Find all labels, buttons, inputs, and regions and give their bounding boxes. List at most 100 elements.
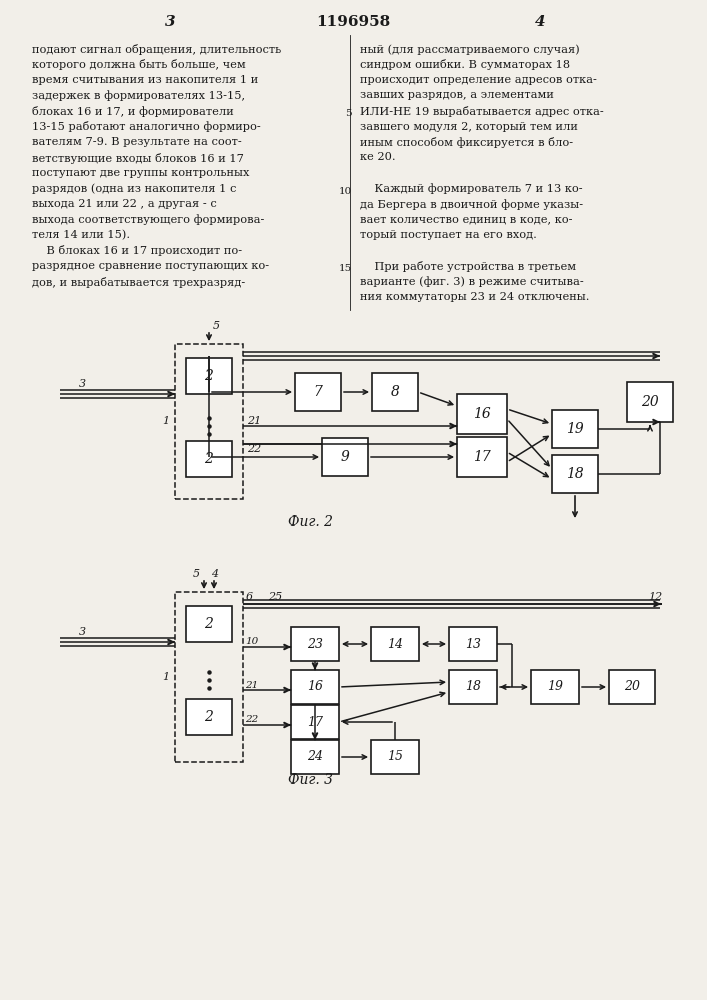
Text: ке 20.: ке 20. (360, 152, 396, 162)
Text: выхода соответствующего формирова-: выхода соответствующего формирова- (32, 215, 264, 225)
Text: 20: 20 (624, 680, 640, 694)
Text: иным способом фиксируется в бло-: иным способом фиксируется в бло- (360, 137, 573, 148)
Text: 20: 20 (641, 395, 659, 409)
Text: синдром ошибки. В сумматорах 18: синдром ошибки. В сумматорах 18 (360, 60, 570, 70)
Text: В блоках 16 и 17 происходит по-: В блоках 16 и 17 происходит по- (32, 245, 242, 256)
Text: 2: 2 (204, 452, 214, 466)
Text: 5: 5 (346, 109, 352, 118)
Text: задержек в формирователях 13-15,: задержек в формирователях 13-15, (32, 91, 245, 101)
Bar (186, 606, 232, 642)
Text: Фиг. 3: Фиг. 3 (288, 773, 332, 787)
Text: разрядов (одна из накопителя 1 с: разрядов (одна из накопителя 1 с (32, 184, 236, 194)
Text: 18: 18 (566, 467, 584, 481)
Text: 18: 18 (465, 680, 481, 694)
Text: вает количество единиц в коде, ко-: вает количество единиц в коде, ко- (360, 215, 573, 225)
Text: варианте (фиг. 3) в режиме считыва-: варианте (фиг. 3) в режиме считыва- (360, 276, 584, 287)
Text: ветствующие входы блоков 16 и 17: ветствующие входы блоков 16 и 17 (32, 152, 244, 163)
Text: разрядное сравнение поступающих ко-: разрядное сравнение поступающих ко- (32, 261, 269, 271)
Text: происходит определение адресов отка-: происходит определение адресов отка- (360, 75, 597, 85)
Text: 17: 17 (473, 450, 491, 464)
Text: теля 14 или 15).: теля 14 или 15). (32, 230, 130, 240)
Bar (291, 670, 339, 704)
Bar (175, 344, 243, 499)
Bar (371, 740, 419, 774)
Text: 2: 2 (204, 617, 214, 631)
Text: 9: 9 (341, 450, 349, 464)
Bar (552, 455, 598, 493)
Text: подают сигнал обращения, длительность: подают сигнал обращения, длительность (32, 44, 281, 55)
Text: 5: 5 (193, 569, 200, 579)
Text: Фиг. 2: Фиг. 2 (288, 515, 332, 529)
Text: 19: 19 (566, 422, 584, 436)
Bar (295, 373, 341, 411)
Bar (291, 740, 339, 774)
Bar (531, 670, 579, 704)
Text: 2: 2 (204, 369, 214, 383)
Text: 23: 23 (307, 638, 323, 650)
Bar (186, 699, 232, 735)
Bar (449, 670, 497, 704)
Text: 10: 10 (245, 638, 258, 647)
Text: 13: 13 (465, 638, 481, 650)
Text: вателям 7-9. В результате на соот-: вателям 7-9. В результате на соот- (32, 137, 242, 147)
Text: ИЛИ-НЕ 19 вырабатывается адрес отка-: ИЛИ-НЕ 19 вырабатывается адрес отка- (360, 106, 604, 117)
Text: поступают две группы контрольных: поступают две группы контрольных (32, 168, 250, 178)
Bar (609, 670, 655, 704)
Text: ный (для рассматриваемого случая): ный (для рассматриваемого случая) (360, 44, 580, 55)
Text: При работе устройства в третьем: При работе устройства в третьем (360, 261, 576, 272)
Text: 10: 10 (339, 187, 352, 196)
Text: 8: 8 (390, 385, 399, 399)
Bar (291, 627, 339, 661)
Text: 12: 12 (648, 592, 662, 602)
Text: 3: 3 (78, 627, 86, 637)
Text: 5: 5 (213, 321, 220, 331)
Bar (175, 592, 243, 762)
Text: 22: 22 (247, 444, 262, 454)
Bar (457, 437, 507, 477)
Text: 24: 24 (307, 750, 323, 764)
Text: 1: 1 (162, 672, 169, 682)
Text: блоках 16 и 17, и формирователи: блоках 16 и 17, и формирователи (32, 106, 234, 117)
Bar (186, 358, 232, 394)
Text: 13-15 работают аналогично формиро-: 13-15 работают аналогично формиро- (32, 121, 261, 132)
Text: 4: 4 (534, 15, 545, 29)
Bar (552, 410, 598, 448)
Text: 6: 6 (246, 592, 253, 602)
Text: 1: 1 (162, 416, 169, 426)
Text: 3: 3 (165, 15, 175, 29)
Text: 16: 16 (473, 407, 491, 421)
Text: 15: 15 (387, 750, 403, 764)
Text: завших разрядов, а элементами: завших разрядов, а элементами (360, 91, 554, 101)
Bar (457, 394, 507, 434)
Text: 2: 2 (204, 710, 214, 724)
Bar (371, 627, 419, 661)
Text: торый поступает на его вход.: торый поступает на его вход. (360, 230, 537, 240)
Text: 15: 15 (339, 264, 352, 273)
Bar (291, 705, 339, 739)
Text: 21: 21 (247, 416, 262, 426)
Bar (627, 382, 673, 422)
Text: 22: 22 (245, 716, 258, 724)
Text: завшего модуля 2, который тем или: завшего модуля 2, который тем или (360, 121, 578, 131)
Text: 7: 7 (314, 385, 322, 399)
Text: дов, и вырабатывается трехразряд-: дов, и вырабатывается трехразряд- (32, 276, 245, 288)
Text: 1196958: 1196958 (316, 15, 390, 29)
Text: 16: 16 (307, 680, 323, 694)
Text: 25: 25 (268, 592, 282, 602)
Text: Каждый формирователь 7 и 13 ко-: Каждый формирователь 7 и 13 ко- (360, 184, 583, 194)
Text: ния коммутаторы 23 и 24 отключены.: ния коммутаторы 23 и 24 отключены. (360, 292, 590, 302)
Text: выхода 21 или 22 , а другая - с: выхода 21 или 22 , а другая - с (32, 199, 217, 209)
Bar (372, 373, 418, 411)
Text: время считывания из накопителя 1 и: время считывания из накопителя 1 и (32, 75, 258, 85)
Text: 21: 21 (245, 680, 258, 690)
Text: 17: 17 (307, 716, 323, 728)
Text: 19: 19 (547, 680, 563, 694)
Text: да Бергера в двоичной форме указы-: да Бергера в двоичной форме указы- (360, 199, 583, 210)
Text: которого должна быть больше, чем: которого должна быть больше, чем (32, 60, 246, 70)
Bar (186, 441, 232, 477)
Bar (322, 438, 368, 476)
Text: 14: 14 (387, 638, 403, 650)
Text: 4: 4 (211, 569, 218, 579)
Bar (449, 627, 497, 661)
Text: 3: 3 (78, 379, 86, 389)
